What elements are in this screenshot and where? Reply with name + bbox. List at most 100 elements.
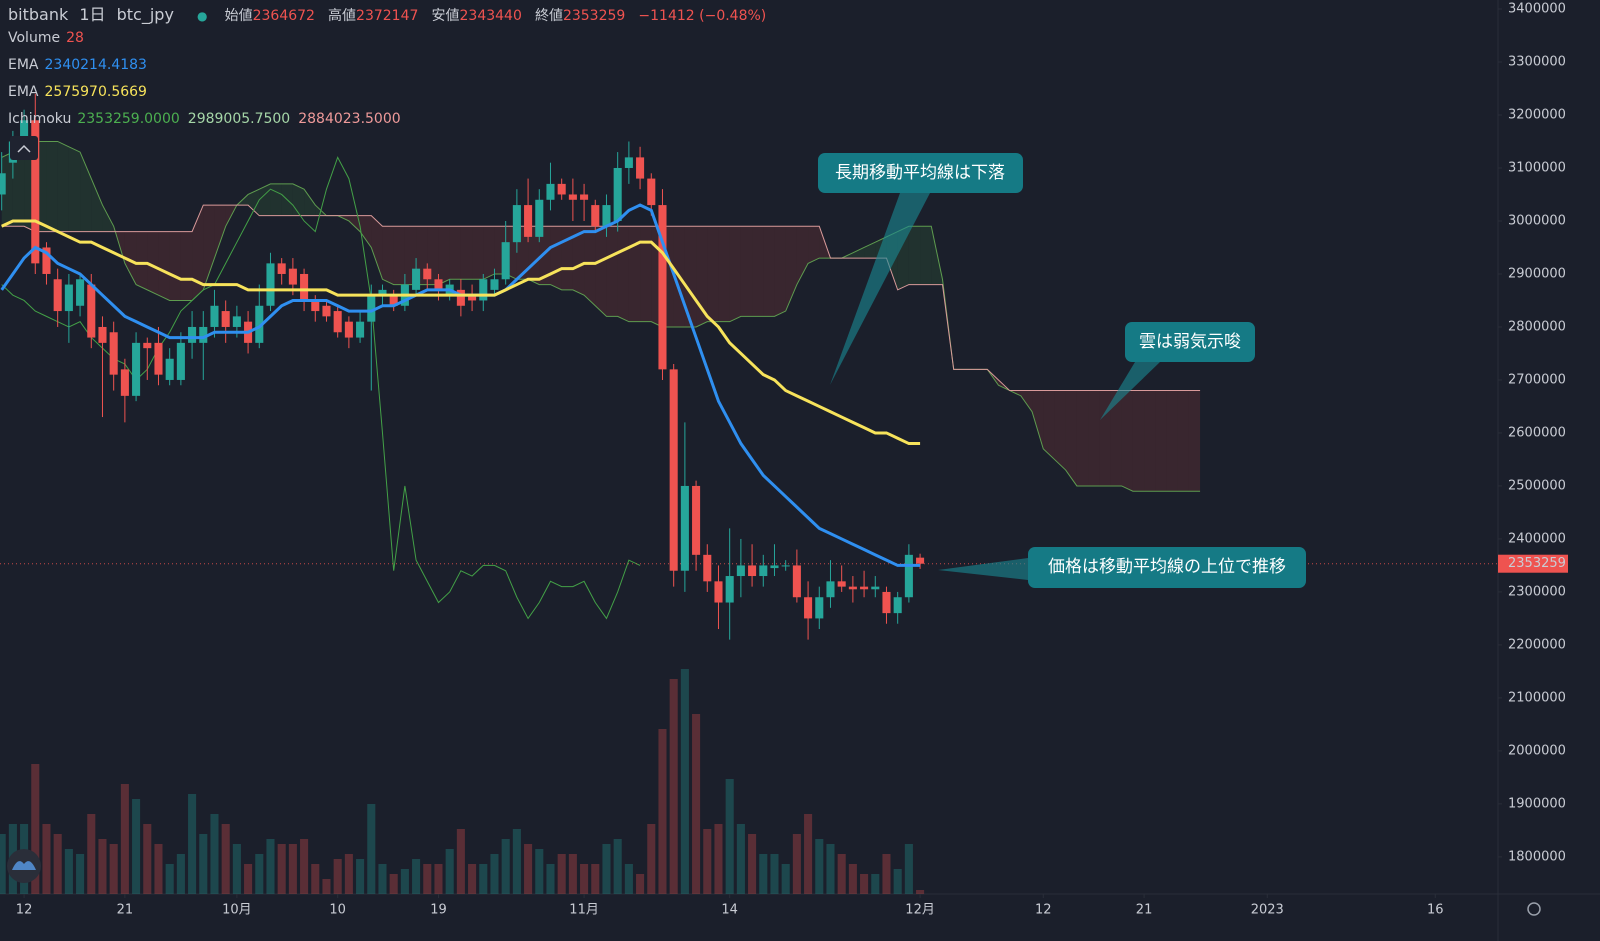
cloud-fill <box>393 226 405 285</box>
x-tick-label: 11月 <box>569 903 599 918</box>
volume-bar <box>311 864 320 894</box>
volume-bar <box>826 844 835 894</box>
indicator-value: 2884023.5000 <box>298 111 401 127</box>
y-tick-label: 2100000 <box>1508 690 1566 705</box>
y-tick-label: 1900000 <box>1508 796 1566 811</box>
volume-bar <box>860 874 869 894</box>
cloud-fill <box>908 226 921 285</box>
volume-bar <box>546 864 555 894</box>
candle-body <box>916 557 925 564</box>
volume-bar <box>736 824 745 894</box>
cloud-fill <box>1144 390 1156 492</box>
volume-bar <box>400 869 409 894</box>
y-tick-label: 2200000 <box>1508 637 1566 652</box>
x-tick-label: 12 <box>16 903 33 918</box>
x-tick-label: 21 <box>1136 903 1153 918</box>
candle-body <box>132 342 141 396</box>
volume-bar <box>602 844 611 894</box>
cloud-fill <box>270 183 282 216</box>
candle-body <box>468 295 477 301</box>
candle-body <box>591 205 600 227</box>
candle-body <box>837 581 846 587</box>
candle-body <box>512 205 521 243</box>
cloud-fill <box>360 215 372 248</box>
volume-bar <box>759 854 768 894</box>
volume-bar <box>725 779 734 894</box>
cloud-fill <box>147 231 159 296</box>
cloud-fill <box>696 226 708 327</box>
cloud-fill <box>1177 390 1189 492</box>
volume-bar <box>356 859 365 894</box>
collapse-icon <box>17 144 31 153</box>
collapse-button[interactable] <box>10 136 38 160</box>
indicator-value: 2340214.4183 <box>44 57 147 73</box>
candle-body <box>53 279 62 312</box>
volume-bar <box>871 874 880 894</box>
x-tick-label: 19 <box>430 903 447 918</box>
candle-body <box>748 565 757 577</box>
candle-body <box>546 183 555 200</box>
candle-body <box>0 173 6 195</box>
y-tick-label: 2300000 <box>1508 584 1566 599</box>
cloud-fill <box>438 226 450 285</box>
candle-body <box>860 586 869 590</box>
volume-bar <box>456 829 465 894</box>
x-tick-label: 21 <box>117 903 134 918</box>
volume-bar <box>591 864 600 894</box>
volume-bar <box>815 839 824 894</box>
cloud-fill <box>528 226 540 285</box>
settings-button[interactable] <box>1527 902 1541 916</box>
ohlc-label: 安値 <box>431 8 460 24</box>
indicator-value: 2989005.7500 <box>187 111 291 127</box>
candle-body <box>87 284 96 338</box>
candle-body <box>636 157 645 179</box>
volume-bar <box>792 834 801 894</box>
indicator-name: EMA <box>8 57 39 73</box>
volume-bar <box>501 839 510 894</box>
candle-body <box>602 205 611 227</box>
cloud-fill <box>808 226 820 264</box>
ohlc-value: 2353259 <box>562 8 626 24</box>
cloud-fill <box>1 152 13 227</box>
cloud-fill <box>472 226 484 280</box>
candle-body <box>680 485 689 571</box>
candle-body <box>815 597 824 619</box>
indicator-value: 2353259.0000 <box>77 111 180 127</box>
volume-bar <box>580 864 589 894</box>
candle-body <box>714 581 723 603</box>
volume-bar <box>255 854 264 894</box>
indicator-row: Volume 28 <box>8 30 92 46</box>
volume-bar <box>322 879 331 894</box>
candle-body <box>759 565 768 577</box>
cloud-fill <box>561 226 573 290</box>
cloud-fill <box>774 226 786 317</box>
cloud-fill <box>382 226 394 285</box>
cloud-fill <box>248 189 260 216</box>
volume-bar <box>490 854 499 894</box>
volume-bar <box>568 854 577 894</box>
cloud-fill <box>91 178 103 232</box>
cloud-fill <box>1188 390 1201 492</box>
indicator-name: Volume <box>8 30 61 46</box>
cloud-fill <box>740 226 753 317</box>
volume-bar <box>154 844 163 894</box>
candle-body <box>658 205 667 370</box>
cloud-fill <box>214 205 226 259</box>
volume-bar <box>288 844 297 894</box>
candle-body <box>580 194 589 200</box>
volume-bar <box>916 890 925 894</box>
candle-body <box>804 597 813 619</box>
indicator-value: 28 <box>66 30 84 46</box>
volume-bar <box>624 864 633 894</box>
cloud-fill <box>729 226 741 322</box>
cloud-fill <box>1121 390 1133 492</box>
cloud-fill <box>785 226 797 312</box>
volume-bar <box>748 834 757 894</box>
volume-bar <box>837 854 846 894</box>
candle-body <box>389 295 398 306</box>
volume-bar <box>367 804 376 894</box>
last-price-label: 2353259 <box>1508 556 1566 571</box>
candle-body <box>524 205 533 237</box>
candle-body <box>188 326 197 343</box>
